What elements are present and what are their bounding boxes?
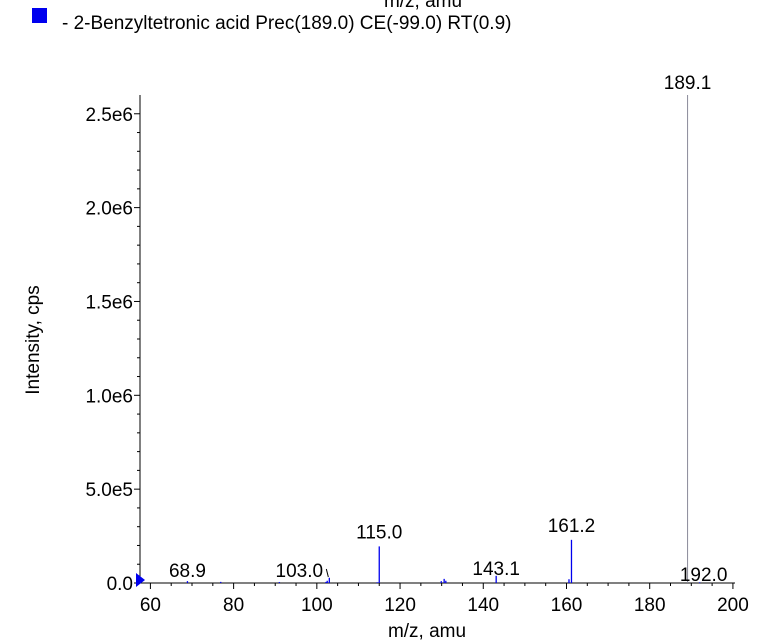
x-tick-label: 180 — [634, 595, 666, 616]
peak-label: 161.2 — [548, 516, 596, 537]
y-tick-label: 1.5e6 — [85, 292, 133, 313]
x-tick-label: 120 — [384, 595, 416, 616]
legend-text: - 2-Benzyltetronic acid Prec(189.0) CE(-… — [62, 13, 511, 34]
range-start-marker — [136, 573, 145, 587]
top-clipped-axis-label: m/z, amu — [384, 0, 462, 12]
x-tick-label: 80 — [223, 595, 244, 616]
y-tick-label: 2.0e6 — [85, 199, 133, 220]
x-tick-label: 60 — [140, 595, 161, 616]
x-tick-label: 140 — [467, 595, 499, 616]
x-axis-title: m/z, amu — [388, 621, 466, 642]
peak-label-leader — [325, 568, 329, 578]
y-tick-label: 2.5e6 — [85, 105, 133, 126]
peak-label: 143.1 — [472, 559, 520, 580]
peak-label: 68.9 — [169, 561, 206, 582]
x-tick-label: 200 — [717, 595, 749, 616]
x-tick-label: 160 — [551, 595, 583, 616]
peak-label: 103.0 — [276, 561, 324, 582]
y-tick-label: 1.0e6 — [85, 386, 133, 407]
y-axis-title: Intensity, cps — [23, 285, 44, 394]
legend-marker — [32, 8, 47, 23]
peak-label: 189.1 — [664, 73, 712, 94]
peak-label: 192.0 — [680, 565, 728, 586]
y-tick-label: 0.0 — [107, 574, 133, 595]
peak-label: 115.0 — [356, 522, 402, 543]
x-tick-label: 100 — [301, 595, 333, 616]
y-tick-label: 5.0e5 — [85, 480, 133, 501]
